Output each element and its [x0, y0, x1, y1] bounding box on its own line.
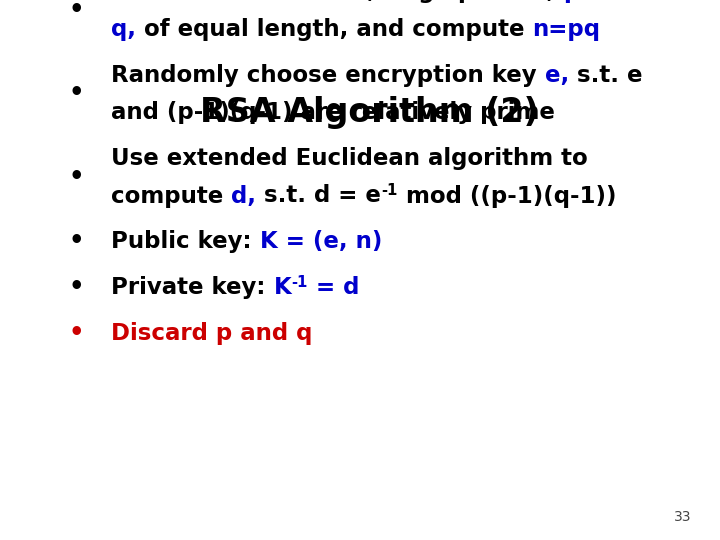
Text: n=pq: n=pq — [533, 18, 600, 41]
Text: s.t. e: s.t. e — [569, 64, 642, 86]
Text: s.t. d = e: s.t. d = e — [256, 185, 381, 207]
Text: K: K — [274, 276, 291, 299]
Text: Randomly choose encryption key: Randomly choose encryption key — [111, 64, 545, 86]
Text: 33: 33 — [674, 510, 691, 524]
Text: and (p-1)(q-1) are relatively prime: and (p-1)(q-1) are relatively prime — [111, 101, 555, 124]
Text: -1: -1 — [291, 274, 307, 289]
Text: mod ((p-1)(q-1)): mod ((p-1)(q-1)) — [397, 185, 616, 207]
Text: Discard p and q: Discard p and q — [111, 322, 312, 345]
Text: d,: d, — [231, 185, 256, 207]
Text: •: • — [68, 321, 84, 345]
Text: Use extended Euclidean algorithm to: Use extended Euclidean algorithm to — [111, 147, 588, 170]
Text: Public key:: Public key: — [111, 231, 260, 253]
Text: of equal length, and compute: of equal length, and compute — [136, 18, 533, 41]
Text: •: • — [68, 275, 84, 299]
Text: K = (e, n): K = (e, n) — [260, 231, 382, 253]
Text: Private key:: Private key: — [111, 276, 274, 299]
Text: •: • — [68, 165, 84, 189]
Text: RSA Algorithm (2): RSA Algorithm (2) — [199, 96, 539, 129]
Text: q,: q, — [111, 18, 136, 41]
Text: compute: compute — [111, 185, 231, 207]
Text: -1: -1 — [381, 183, 397, 198]
Text: and: and — [580, 0, 636, 3]
Text: p: p — [563, 0, 580, 3]
Text: = d: = d — [307, 276, 359, 299]
Text: •: • — [68, 230, 84, 253]
Text: •: • — [68, 82, 84, 105]
Text: Choose two random, large primes,: Choose two random, large primes, — [111, 0, 563, 3]
Text: •: • — [68, 0, 84, 22]
Text: e,: e, — [545, 64, 569, 86]
